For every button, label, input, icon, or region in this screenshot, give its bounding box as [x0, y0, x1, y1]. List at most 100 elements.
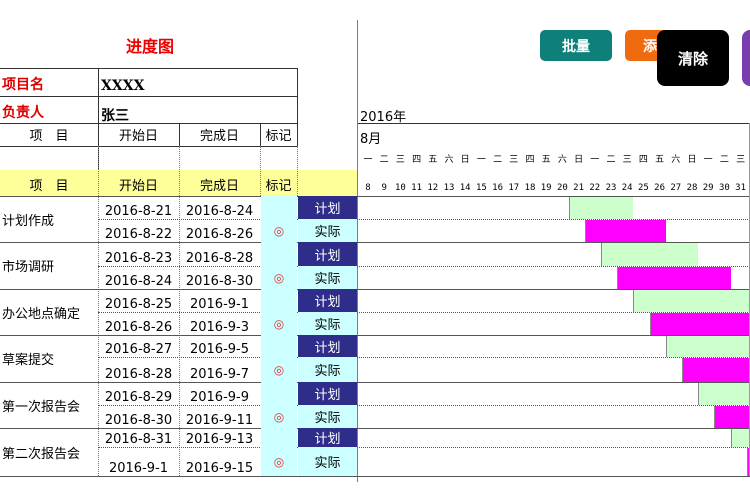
col-header-end: 完成日 — [199, 179, 239, 194]
weekday-label: 四 — [638, 155, 648, 165]
actual-bar — [746, 448, 750, 476]
actual-end[interactable]: 2016-8-26 — [185, 227, 254, 242]
calendar-year: 2016年 — [360, 110, 407, 125]
day-label: 26 — [654, 183, 666, 193]
mark-icon: ◎ — [273, 223, 285, 238]
frozen-divider — [357, 20, 358, 482]
actual-end[interactable]: 2016-9-7 — [189, 367, 249, 382]
actual-start[interactable]: 2016-8-26 — [104, 320, 173, 335]
day-label: 18 — [524, 183, 536, 193]
plan-bar — [568, 197, 634, 219]
actual-label: 实际 — [298, 312, 357, 335]
day-label: 21 — [573, 183, 585, 193]
plan-bar — [633, 290, 750, 312]
day-label: 10 — [394, 183, 406, 193]
actual-label: 实际 — [298, 357, 357, 382]
actual-end[interactable]: 2016-9-11 — [185, 413, 254, 428]
extra-button[interactable] — [742, 30, 750, 86]
plan-bar — [730, 429, 750, 447]
owner-value[interactable]: 张三 — [101, 108, 129, 124]
task-name: 第一次报告会 — [2, 399, 81, 415]
plan-end[interactable]: 2016-9-1 — [189, 297, 249, 312]
actual-start[interactable]: 2016-8-28 — [104, 367, 173, 382]
task-name: 计划作成 — [2, 213, 55, 229]
batch-button[interactable]: 批量 — [540, 30, 612, 61]
weekday-label: 一 — [363, 155, 373, 165]
mark-icon: ◎ — [273, 316, 285, 331]
plan-label: 计划 — [298, 242, 357, 266]
weekday-label: 日 — [460, 155, 470, 165]
plan-bar — [665, 336, 750, 357]
plan-start[interactable]: 2016-8-23 — [104, 251, 173, 266]
col-header-start: 开始日 — [118, 179, 158, 194]
mark-cell[interactable] — [261, 382, 297, 428]
actual-bar — [584, 220, 666, 242]
weekday-label: 六 — [444, 155, 454, 165]
plan-label: 计划 — [298, 428, 357, 447]
weekday-label: 三 — [509, 155, 519, 165]
header-mark: 标记 — [265, 129, 292, 144]
actual-start[interactable]: 2016-9-1 — [108, 461, 168, 476]
clear-button[interactable]: 清除 — [657, 30, 729, 86]
task-name: 办公地点确定 — [2, 306, 81, 322]
weekday-label: 一 — [703, 155, 713, 165]
plan-start[interactable]: 2016-8-25 — [104, 297, 173, 312]
plan-start[interactable]: 2016-8-21 — [104, 204, 173, 219]
actual-bar — [714, 406, 750, 428]
task-name: 第二次报告会 — [2, 446, 81, 462]
weekday-label: 四 — [525, 155, 535, 165]
plan-end[interactable]: 2016-8-24 — [185, 204, 254, 219]
weekday-label: 三 — [395, 155, 405, 165]
actual-end[interactable]: 2016-9-15 — [185, 461, 254, 476]
project-name-value[interactable]: XXXX — [101, 78, 145, 94]
weekday-label: 三 — [736, 155, 746, 165]
day-label: 31 — [735, 183, 747, 193]
mark-cell[interactable] — [261, 428, 297, 476]
plan-end[interactable]: 2016-9-5 — [189, 342, 249, 357]
plan-label: 计划 — [298, 196, 357, 219]
actual-start[interactable]: 2016-8-22 — [104, 227, 173, 242]
plan-start[interactable]: 2016-8-31 — [104, 432, 173, 447]
actual-end[interactable]: 2016-8-30 — [185, 274, 254, 289]
weekday-label: 二 — [606, 155, 616, 165]
plan-start[interactable]: 2016-8-27 — [104, 342, 173, 357]
day-label: 11 — [411, 183, 423, 193]
day-label: 9 — [381, 183, 387, 193]
plan-start[interactable]: 2016-8-29 — [104, 390, 173, 405]
weekday-label: 五 — [541, 155, 551, 165]
col-header-mark: 标记 — [265, 179, 292, 194]
plan-label: 计划 — [298, 335, 357, 357]
plan-end[interactable]: 2016-9-9 — [189, 390, 249, 405]
actual-end[interactable]: 2016-9-3 — [189, 320, 249, 335]
actual-label: 实际 — [298, 266, 357, 289]
mark-icon: ◎ — [273, 362, 285, 377]
day-label: 24 — [621, 183, 633, 193]
mark-cell[interactable] — [261, 196, 297, 242]
weekday-label: 四 — [412, 155, 422, 165]
page-title: 进度图 — [125, 37, 174, 56]
day-label: 12 — [427, 183, 439, 193]
weekday-label: 五 — [428, 155, 438, 165]
plan-end[interactable]: 2016-9-13 — [185, 432, 254, 447]
calendar-month: 8月 — [360, 132, 382, 147]
mark-cell[interactable] — [261, 242, 297, 289]
day-label: 14 — [459, 183, 471, 193]
actual-start[interactable]: 2016-8-30 — [104, 413, 173, 428]
mark-icon: ◎ — [273, 454, 285, 469]
actual-start[interactable]: 2016-8-24 — [104, 274, 173, 289]
day-label: 29 — [702, 183, 714, 193]
mark-cell[interactable] — [261, 289, 297, 335]
weekday-label: 五 — [655, 155, 665, 165]
weekday-label: 二 — [493, 155, 503, 165]
day-label: 30 — [718, 183, 730, 193]
weekday-label: 二 — [379, 155, 389, 165]
mark-icon: ◎ — [273, 409, 285, 424]
weekday-label: 三 — [622, 155, 632, 165]
actual-bar — [682, 358, 750, 382]
day-label: 27 — [670, 183, 682, 193]
mark-cell[interactable] — [261, 335, 297, 382]
plan-end[interactable]: 2016-8-28 — [185, 251, 254, 266]
plan-bar — [698, 383, 750, 405]
day-label: 8 — [365, 183, 371, 193]
owner-label: 负责人 — [2, 105, 44, 121]
